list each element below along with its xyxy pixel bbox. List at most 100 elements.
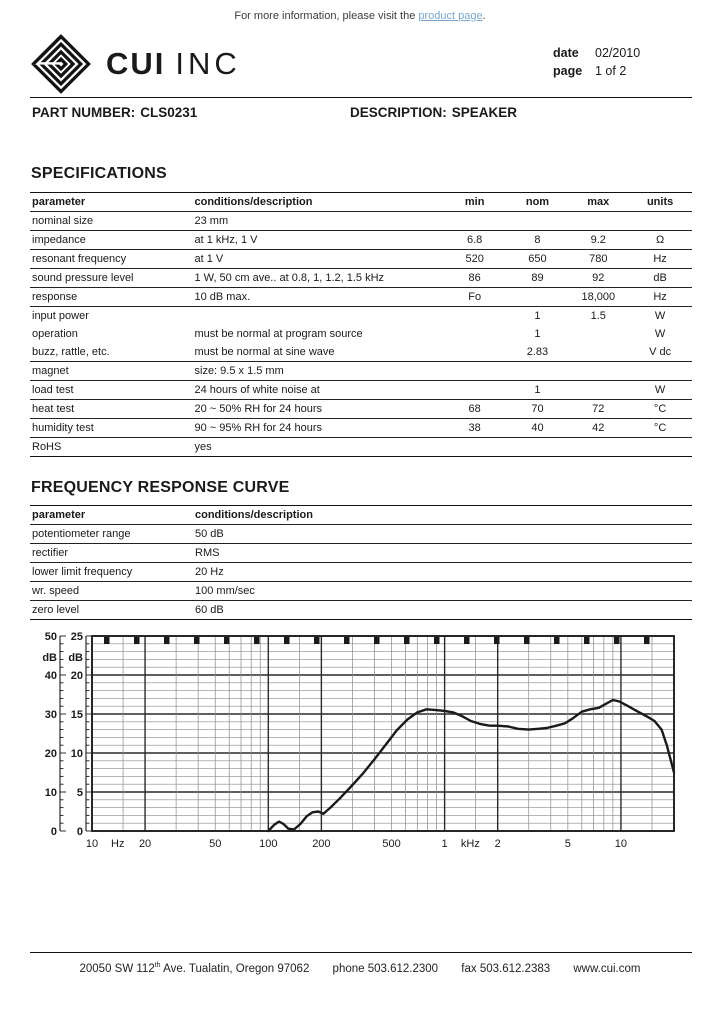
spec-cell: humidity test bbox=[32, 422, 94, 434]
brand-inc: INC bbox=[175, 46, 241, 81]
footer-website: www.cui.com bbox=[573, 962, 641, 975]
spec-cell: sound pressure level bbox=[32, 272, 134, 284]
chart-label: dB bbox=[68, 652, 83, 664]
spec-cell: 68 bbox=[468, 403, 481, 415]
frequency-response-chart: 50 dB 40 30 20 10 0 25 dB 20 15 10 5 0 10 Hz 20 50 100 200 5… bbox=[34, 626, 694, 871]
response-curve bbox=[267, 698, 676, 833]
brand-name: CUI INC bbox=[106, 46, 241, 82]
date-value: 02/2010 bbox=[595, 46, 641, 60]
paper-tick bbox=[194, 637, 200, 644]
spec-row: humidity test 90 ~ 95% RH for 24 hours 38 4… bbox=[30, 418, 692, 437]
chart-label: 10 bbox=[615, 838, 627, 850]
chart-label: 5 bbox=[565, 838, 571, 850]
part-number: PART NUMBER: CLS0231 bbox=[32, 105, 197, 120]
spec-cell: °C bbox=[653, 422, 667, 434]
spec-cell: 90 ~ 95% RH for 24 hours bbox=[194, 422, 323, 434]
spec-cell: 38 bbox=[468, 422, 481, 434]
frc-cell: 50 dB bbox=[195, 528, 224, 540]
chart-label: dB bbox=[42, 652, 57, 664]
specifications-table: parameter conditions/description min nom max… bbox=[30, 192, 692, 457]
spec-row: input power 1 1.5 W bbox=[30, 306, 692, 325]
paper-tick bbox=[554, 637, 560, 644]
frc-row: wr. speed 100 mm/sec bbox=[30, 581, 692, 600]
spec-cell: nom bbox=[525, 196, 550, 208]
chart-label: 20 bbox=[139, 838, 151, 850]
footer-address-ordinal: th bbox=[154, 962, 161, 969]
spec-cell: °C bbox=[653, 403, 667, 415]
spec-cell: 23 mm bbox=[194, 215, 229, 227]
spec-cell: 2.83 bbox=[526, 346, 549, 358]
spec-cell: RoHS bbox=[32, 441, 62, 453]
spec-cell: 6.8 bbox=[467, 234, 483, 246]
frc-cell: rectifier bbox=[32, 547, 69, 559]
spec-row: response 10 dB max. Fo 18,000 Hz bbox=[30, 287, 692, 306]
footer-address: 20050 SW 112th Ave. Tualatin, Oregon 970… bbox=[79, 962, 310, 975]
brand-cui: CUI bbox=[106, 46, 166, 81]
paper-tick bbox=[314, 637, 320, 644]
spec-row: heat test 20 ~ 50% RH for 24 hours 68 70 72 °… bbox=[30, 399, 692, 418]
frc-row: potentiometer range 50 dB bbox=[30, 524, 692, 543]
chart-label: 10 bbox=[86, 838, 98, 850]
footer-phone: phone 503.612.2300 bbox=[332, 962, 439, 975]
spec-row: operation must be normal at program sourc… bbox=[30, 325, 692, 343]
spec-cell: input power bbox=[32, 310, 89, 322]
spec-cell: 780 bbox=[589, 253, 608, 265]
chart-label: 50 bbox=[209, 838, 221, 850]
paper-tick bbox=[464, 637, 470, 644]
spec-row: resonant frequency at 1 V 520 650 780 Hz bbox=[30, 249, 692, 268]
spec-cell: 1 bbox=[534, 310, 541, 322]
spec-cell: 1.5 bbox=[590, 310, 606, 322]
chart-label: Hz bbox=[111, 838, 124, 850]
chart-label: 500 bbox=[382, 838, 400, 850]
plot-border bbox=[91, 635, 675, 832]
frc-cell: parameter bbox=[32, 509, 86, 521]
spec-cell: V dc bbox=[649, 346, 672, 358]
spec-cell: size: 9.5 x 1.5 mm bbox=[194, 365, 284, 377]
spec-cell: 89 bbox=[531, 272, 544, 284]
spec-cell: operation bbox=[32, 328, 78, 340]
spec-cell: 650 bbox=[528, 253, 547, 265]
paper-tick bbox=[494, 637, 500, 644]
spec-cell: W bbox=[654, 384, 666, 396]
part-row: PART NUMBER: CLS0231 DESCRIPTION: SPEAKER bbox=[32, 105, 692, 120]
frc-row: lower limit frequency 20 Hz bbox=[30, 562, 692, 581]
spec-cell: 20 ~ 50% RH for 24 hours bbox=[194, 403, 323, 415]
paper-tick bbox=[164, 637, 170, 644]
chart-label: 2 bbox=[495, 838, 501, 850]
spec-cell: 86 bbox=[468, 272, 481, 284]
spec-row: nominal size 23 mm bbox=[30, 211, 692, 230]
frc-row: zero level 60 dB bbox=[30, 600, 692, 619]
chart-label: 50 bbox=[45, 631, 57, 643]
spec-cell: W bbox=[654, 328, 666, 340]
frc-row: rectifier RMS bbox=[30, 543, 692, 562]
chart-label: 200 bbox=[312, 838, 330, 850]
spec-cell: 1 bbox=[534, 328, 541, 340]
frc-cell: zero level bbox=[32, 604, 80, 616]
footer-fax: fax 503.612.2383 bbox=[461, 962, 551, 975]
chart-label: 20 bbox=[45, 748, 57, 760]
frc-header-row: parameter conditions/description bbox=[30, 506, 692, 524]
chart-label: 10 bbox=[71, 748, 83, 760]
spec-cell: must be normal at sine wave bbox=[194, 346, 335, 358]
spec-cell: min bbox=[464, 196, 485, 208]
spec-row: magnet size: 9.5 x 1.5 mm bbox=[30, 361, 692, 380]
description-value: SPEAKER bbox=[451, 105, 518, 120]
spec-cell: 70 bbox=[531, 403, 544, 415]
brand-header: CUI INC bbox=[30, 34, 241, 94]
frequency-response-table: parameter conditions/description potentiom… bbox=[30, 505, 692, 620]
spec-cell: 1 bbox=[534, 384, 541, 396]
frequency-response-title: FREQUENCY RESPONSE CURVE bbox=[31, 479, 290, 496]
spec-cell: conditions/description bbox=[194, 196, 313, 208]
paper-tick bbox=[104, 637, 110, 644]
paper-tick bbox=[614, 637, 620, 644]
paper-tick bbox=[584, 637, 590, 644]
product-page-link[interactable]: product page bbox=[418, 10, 483, 22]
spec-cell: 42 bbox=[592, 422, 605, 434]
spec-row: impedance at 1 kHz, 1 V 6.8 8 9.2 Ω bbox=[30, 230, 692, 249]
chart-label: 15 bbox=[71, 709, 83, 721]
date-page-block: date 02/2010 page 1 of 2 bbox=[553, 44, 640, 80]
date-label: date bbox=[553, 46, 579, 60]
info-line: For more information, please visit the p… bbox=[0, 10, 720, 22]
